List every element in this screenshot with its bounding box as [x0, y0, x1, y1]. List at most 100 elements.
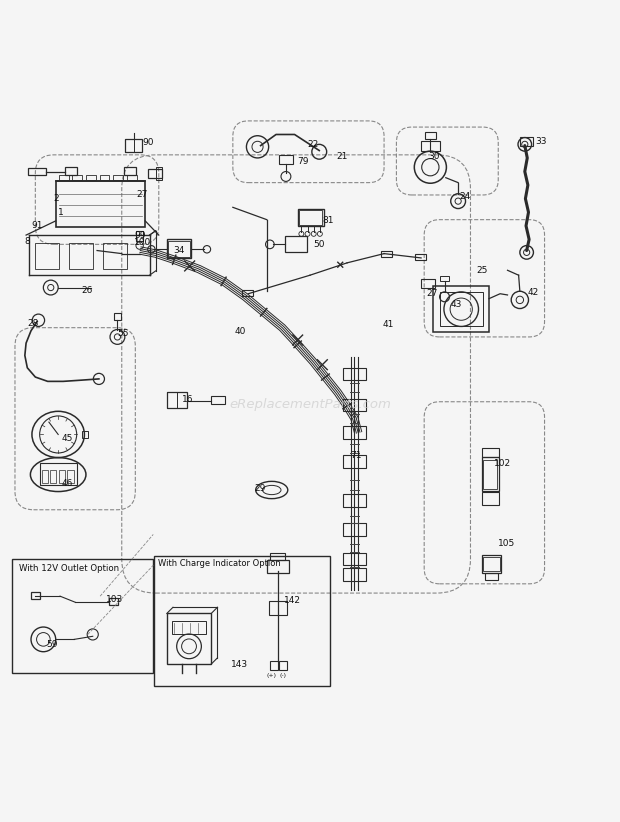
Text: 21: 21 — [337, 152, 348, 161]
Bar — [381, 251, 392, 256]
Text: 100: 100 — [134, 238, 151, 247]
Bar — [268, 601, 287, 615]
Text: 24: 24 — [459, 192, 471, 201]
Bar — [148, 169, 162, 178]
Text: 105: 105 — [498, 539, 515, 548]
Text: 30: 30 — [428, 152, 440, 161]
Bar — [113, 174, 123, 179]
Text: 46: 46 — [62, 479, 73, 488]
Bar — [109, 598, 118, 606]
Bar — [483, 556, 500, 571]
Bar — [113, 313, 121, 320]
Text: 91: 91 — [31, 221, 43, 230]
Bar — [211, 396, 225, 404]
Bar — [167, 392, 187, 408]
Text: With Charge Indicator Option: With Charge Indicator Option — [157, 559, 280, 568]
Text: 33: 33 — [535, 136, 547, 145]
Bar — [167, 392, 177, 408]
Bar — [425, 132, 436, 140]
Bar — [31, 592, 40, 599]
Bar — [168, 241, 190, 256]
Text: 81: 81 — [322, 216, 334, 225]
Bar — [482, 448, 499, 457]
Text: 42: 42 — [527, 288, 539, 297]
Text: 71: 71 — [350, 451, 361, 460]
Text: 2: 2 — [54, 193, 60, 202]
Bar — [167, 239, 192, 258]
Bar — [440, 292, 483, 326]
Bar — [156, 167, 162, 179]
Bar — [28, 169, 46, 174]
Bar — [59, 174, 69, 179]
Bar — [100, 174, 109, 179]
Text: 25: 25 — [477, 266, 488, 275]
Bar — [35, 243, 59, 269]
Bar — [433, 286, 489, 332]
Bar — [104, 243, 126, 269]
Text: 40: 40 — [235, 327, 246, 336]
Text: 22: 22 — [308, 140, 319, 149]
Text: 8: 8 — [25, 237, 30, 246]
Text: 27: 27 — [136, 191, 148, 200]
Text: 55: 55 — [117, 330, 129, 339]
Bar — [73, 174, 82, 179]
Text: 103: 103 — [106, 595, 123, 603]
Text: 59: 59 — [46, 640, 57, 649]
Bar — [279, 661, 286, 670]
Text: eReplacementParts.com: eReplacementParts.com — [229, 399, 391, 411]
Bar — [485, 573, 498, 580]
Text: 99: 99 — [134, 231, 146, 239]
Bar — [86, 174, 96, 179]
Bar — [343, 399, 366, 411]
Text: With 12V Outlet Option: With 12V Outlet Option — [19, 564, 119, 573]
Bar — [68, 469, 74, 483]
Bar — [267, 561, 289, 573]
Bar — [136, 231, 143, 242]
Circle shape — [520, 246, 533, 259]
Bar — [482, 457, 499, 492]
Bar — [343, 455, 366, 468]
Bar — [421, 141, 440, 150]
Bar — [343, 367, 366, 380]
Text: 34: 34 — [173, 246, 184, 255]
Text: 50: 50 — [313, 240, 325, 249]
Bar — [482, 556, 502, 573]
Bar — [482, 492, 499, 505]
Text: 45: 45 — [62, 434, 73, 443]
Bar — [154, 556, 330, 686]
Bar — [298, 209, 324, 226]
Bar — [270, 553, 285, 561]
Bar — [40, 464, 77, 485]
Bar — [285, 237, 307, 252]
Text: 79: 79 — [298, 156, 309, 165]
Text: (+): (+) — [267, 672, 277, 677]
Bar — [343, 568, 366, 580]
Text: 90: 90 — [142, 138, 154, 147]
Bar — [123, 167, 136, 174]
Text: 16: 16 — [182, 395, 193, 404]
Text: (-): (-) — [279, 672, 286, 677]
Text: 1: 1 — [58, 208, 64, 217]
Bar — [42, 469, 48, 483]
Bar — [56, 181, 145, 227]
Text: 41: 41 — [383, 320, 394, 329]
Bar — [82, 431, 88, 438]
Text: 26: 26 — [82, 286, 93, 295]
Bar — [59, 469, 65, 483]
Bar — [50, 469, 56, 483]
Bar — [520, 137, 533, 145]
Bar — [167, 613, 211, 664]
Bar — [343, 494, 366, 506]
Bar — [65, 167, 78, 174]
Bar — [279, 155, 293, 164]
Text: 142: 142 — [284, 596, 301, 605]
Bar — [299, 210, 322, 224]
Bar — [415, 254, 426, 261]
Circle shape — [518, 137, 531, 151]
Bar — [172, 621, 206, 634]
Bar — [270, 661, 278, 670]
Bar — [126, 174, 136, 179]
Text: 102: 102 — [494, 459, 511, 468]
Bar — [125, 140, 142, 152]
Bar — [12, 559, 153, 673]
